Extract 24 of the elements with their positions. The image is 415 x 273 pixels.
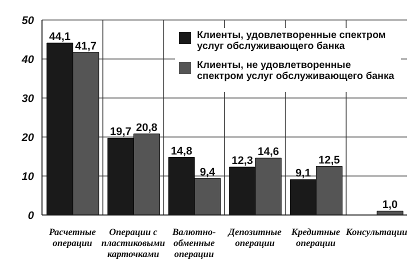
y-tick-label: 50 [22,14,35,27]
x-tick-label: Кредитные операции [290,228,341,249]
x-tick-label: Операции с пластиковыми карточками [101,228,166,260]
x-tick-label: Депозитные операции [227,228,282,249]
data-label: 44,1 [49,31,71,44]
data-label: 20,8 [136,122,158,134]
legend-label: Клиенты, удовлетворенные спектром услуг обслуживающего банка [197,30,387,52]
data-label: 19,7 [110,126,132,138]
y-tick-label: 30 [22,92,35,105]
data-label: 12,3 [232,155,254,168]
y-tick-label: 10 [22,170,35,183]
data-label: 12,5 [318,154,340,166]
x-tick-label: Консультации [344,228,408,238]
y-tick-label: 0 [28,210,35,222]
x-tick-label: Расчетные операции [48,228,97,249]
y-tick-label: 40 [20,54,35,66]
data-label: 14,8 [170,145,192,158]
data-label: 1,0 [382,199,398,212]
y-tick-label: 20 [20,132,35,144]
legend-label: Клиенты, не удовлетворенные спектром услуг обслуживающего банка [197,60,396,82]
data-label: 41,7 [75,40,97,52]
data-label: 14,6 [258,146,280,158]
x-tick-label: Валютно-обменные операции [171,228,216,260]
data-label: 9,4 [200,166,216,178]
